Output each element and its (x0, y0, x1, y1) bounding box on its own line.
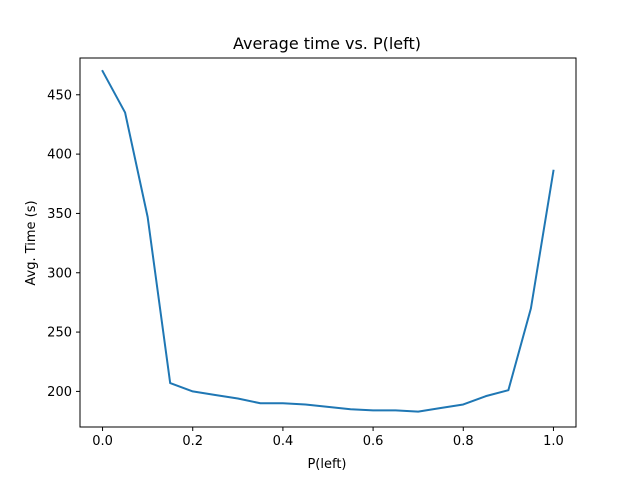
x-axis: 0.0 0.2 0.4 0.6 0.8 1.0 (92, 427, 564, 449)
x-tick-label: 0.8 (453, 434, 474, 449)
series-line-0 (101, 69, 555, 413)
x-axis-title: P(left) (307, 457, 346, 472)
plot-area (80, 58, 576, 427)
y-axis: 200 250 300 350 400 450 (47, 88, 80, 400)
x-tick-label: 0.0 (92, 434, 113, 449)
x-tick-label: 1.0 (543, 434, 564, 449)
y-tick-label: 450 (47, 88, 72, 103)
y-tick-label: 200 (47, 385, 72, 400)
x-tick-label: 0.6 (363, 434, 384, 449)
x-tick-label: 0.2 (182, 434, 203, 449)
plot-frame (79, 57, 577, 428)
x-tick-label: 0.4 (273, 434, 294, 449)
y-tick-label: 300 (47, 266, 72, 281)
y-tick-label: 400 (47, 148, 72, 163)
y-axis-title: Avg. Time (s) (24, 200, 39, 285)
chart-title: Average time vs. P(left) (233, 34, 421, 53)
y-tick-label: 350 (47, 207, 72, 222)
series-layer (101, 69, 555, 413)
y-tick-label: 250 (47, 326, 72, 341)
